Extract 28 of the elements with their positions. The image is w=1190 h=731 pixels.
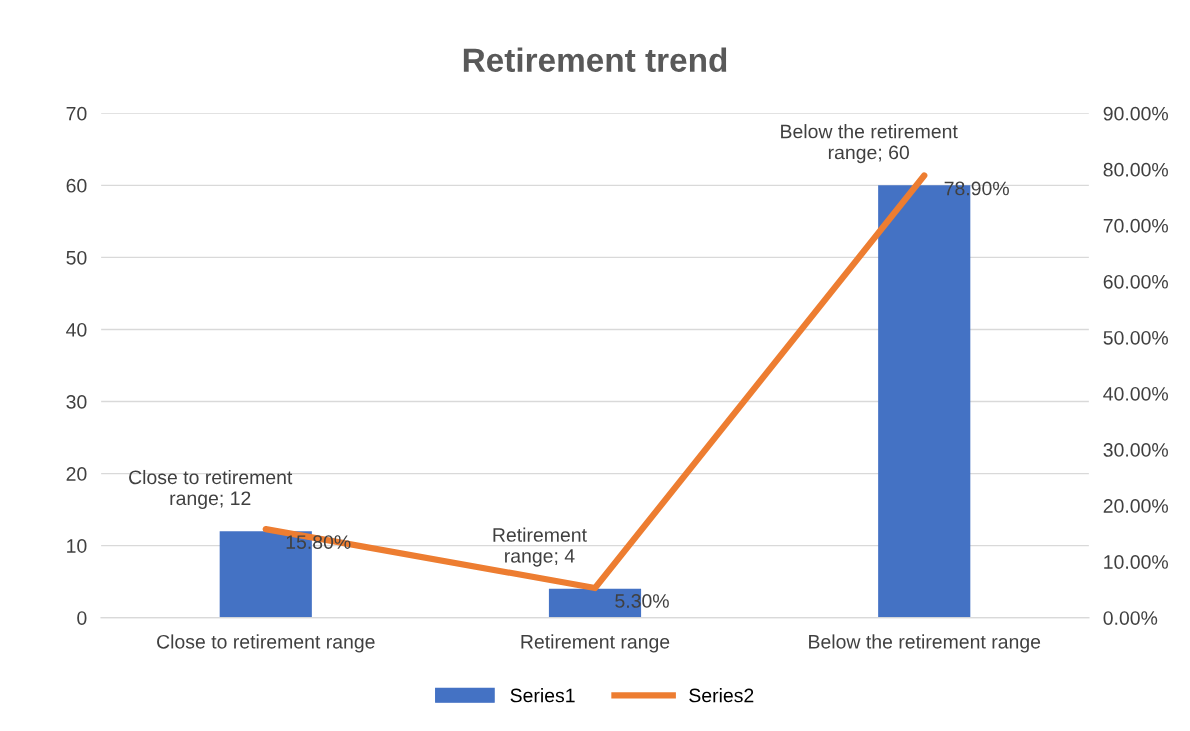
y2-tick-label: 70.00% xyxy=(1103,218,1168,233)
legend-label: Series2 xyxy=(689,688,754,703)
x-tick-label: Close to retirement range xyxy=(157,634,375,653)
y2-tick-label: 40.00% xyxy=(1103,386,1168,401)
y2-tick-label: 80.00% xyxy=(1103,162,1168,177)
y-tick-label: 20 xyxy=(66,467,87,481)
x-tick-label: Below the retirement range xyxy=(809,634,1041,653)
data-label: Below the retirement range; 60 xyxy=(781,124,958,164)
y-tick-label: 10 xyxy=(67,539,87,553)
y2-tick-label: 50.00% xyxy=(1103,330,1168,345)
y2-tick-label: 20.00% xyxy=(1103,499,1168,513)
chart-title: Retirement trend xyxy=(463,47,727,72)
y2-tick-label: 30.00% xyxy=(1103,443,1168,457)
y-tick-label: 0 xyxy=(77,611,87,625)
y-tick-label: 70 xyxy=(66,106,87,121)
legend-label: Series1 xyxy=(510,688,575,703)
data-label: 15.80% xyxy=(286,535,351,549)
y2-tick-label: 0.00% xyxy=(1103,611,1158,625)
data-label: Close to retirement range; 12 xyxy=(129,469,293,510)
x-tick-label: Retirement range xyxy=(521,634,670,653)
y2-tick-label: 10.00% xyxy=(1104,555,1168,569)
data-label: Retirement range; 4 xyxy=(493,527,587,567)
y-tick-label: 30 xyxy=(66,395,87,409)
y-tick-label: 40 xyxy=(66,322,87,337)
y2-tick-label: 90.00% xyxy=(1103,106,1168,121)
y-tick-label: 60 xyxy=(66,178,87,193)
y-tick-label: 50 xyxy=(66,250,87,265)
y2-tick-label: 60.00% xyxy=(1103,274,1168,289)
